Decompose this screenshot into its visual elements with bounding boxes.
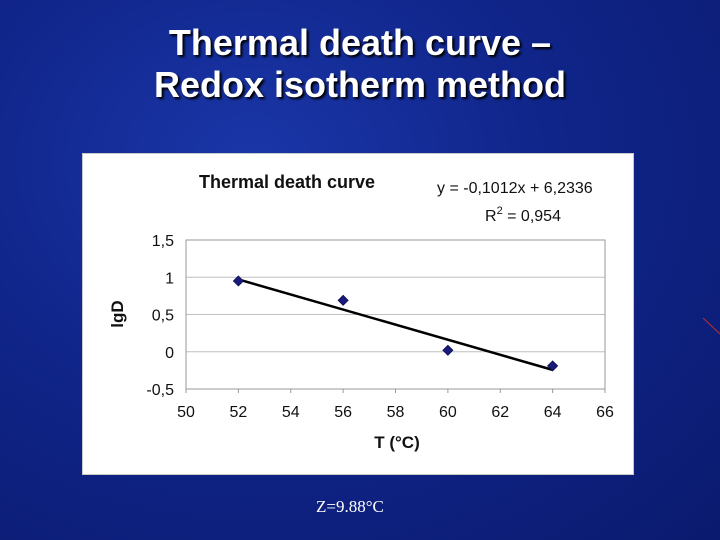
data-point xyxy=(232,275,244,287)
chart-panel: Thermal death curve y = -0,1012x + 6,233… xyxy=(82,153,634,475)
r-squared-label: R2 = 0,954 xyxy=(485,205,561,225)
data-point xyxy=(337,294,349,306)
y-tick-label: 1 xyxy=(165,270,174,287)
x-tick-label: 58 xyxy=(387,404,405,421)
x-tick-label: 50 xyxy=(177,404,195,421)
y-axis-label: lgD xyxy=(108,300,127,327)
chart-title: Thermal death curve xyxy=(199,172,375,192)
data-point xyxy=(547,360,559,372)
x-tick-label: 52 xyxy=(229,404,247,421)
x-tick-label: 66 xyxy=(596,404,614,421)
y-tick-label: 0 xyxy=(165,345,174,362)
y-tick-label: -0,5 xyxy=(146,382,174,399)
slide-title: Thermal death curve – Redox isotherm met… xyxy=(0,22,720,106)
x-tick-label: 56 xyxy=(334,404,352,421)
trendline-equation: y = -0,1012x + 6,2336 xyxy=(437,180,593,197)
x-tick-label: 60 xyxy=(439,404,457,421)
x-tick-label: 64 xyxy=(544,404,562,421)
z-value-note: Z=9.88°C xyxy=(316,497,384,516)
x-tick-label: 62 xyxy=(491,404,509,421)
chart-svg: Thermal death curve y = -0,1012x + 6,233… xyxy=(108,172,614,452)
x-axis-label: T (°C) xyxy=(374,433,420,452)
slide-title-line-2: Redox isotherm method xyxy=(153,64,567,105)
y-tick-label: 0,5 xyxy=(152,308,174,325)
y-tick-label: 1,5 xyxy=(152,233,174,250)
plot-area: -0,5 0 0,5 1 1,5 50 52 54 56 58 60 62 64 66 xyxy=(146,233,614,421)
trendline xyxy=(238,278,553,372)
slide-title-line-1: Thermal death curve – xyxy=(168,22,552,63)
r-squared-value: = 0,954 xyxy=(503,208,561,225)
r-squared-exponent: 2 xyxy=(497,205,503,217)
data-point xyxy=(442,344,454,356)
r-squared-prefix: R xyxy=(485,208,497,225)
x-tick-label: 54 xyxy=(282,404,300,421)
